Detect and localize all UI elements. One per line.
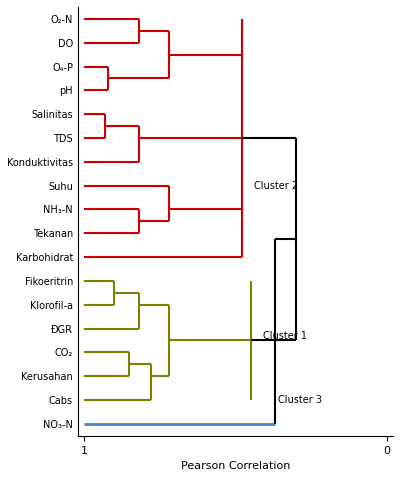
Text: Cluster 2: Cluster 2 bbox=[254, 181, 298, 191]
X-axis label: Pearson Correlation: Pearson Correlation bbox=[181, 461, 290, 471]
Text: Cluster 3: Cluster 3 bbox=[278, 395, 322, 405]
Text: Cluster 1: Cluster 1 bbox=[263, 331, 307, 341]
